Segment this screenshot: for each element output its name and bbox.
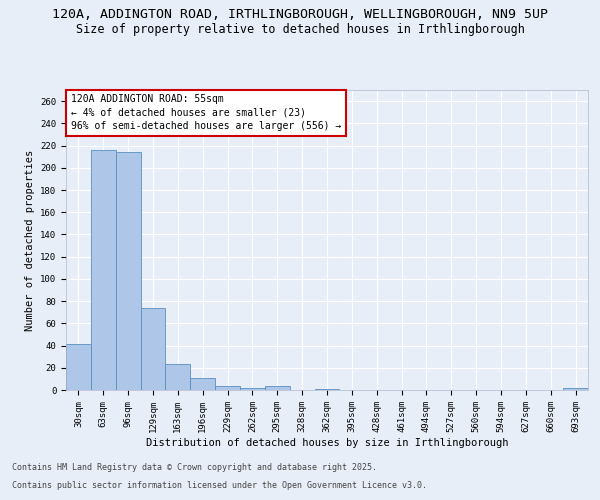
Text: 120A, ADDINGTON ROAD, IRTHLINGBOROUGH, WELLINGBOROUGH, NN9 5UP: 120A, ADDINGTON ROAD, IRTHLINGBOROUGH, W… <box>52 8 548 20</box>
Bar <box>66 344 91 390</box>
Bar <box>190 378 215 390</box>
Bar <box>563 388 588 390</box>
Bar <box>166 364 190 390</box>
Text: 120A ADDINGTON ROAD: 55sqm
← 4% of detached houses are smaller (23)
96% of semi-: 120A ADDINGTON ROAD: 55sqm ← 4% of detac… <box>71 94 341 131</box>
Bar <box>140 308 166 390</box>
Bar <box>314 389 340 390</box>
Bar <box>265 386 290 390</box>
Y-axis label: Number of detached properties: Number of detached properties <box>25 150 35 330</box>
Text: Size of property relative to detached houses in Irthlingborough: Size of property relative to detached ho… <box>76 22 524 36</box>
Text: Contains public sector information licensed under the Open Government Licence v3: Contains public sector information licen… <box>12 481 427 490</box>
Bar <box>91 150 116 390</box>
Bar <box>215 386 240 390</box>
Bar <box>116 152 140 390</box>
X-axis label: Distribution of detached houses by size in Irthlingborough: Distribution of detached houses by size … <box>146 438 508 448</box>
Bar <box>240 388 265 390</box>
Text: Contains HM Land Registry data © Crown copyright and database right 2025.: Contains HM Land Registry data © Crown c… <box>12 464 377 472</box>
